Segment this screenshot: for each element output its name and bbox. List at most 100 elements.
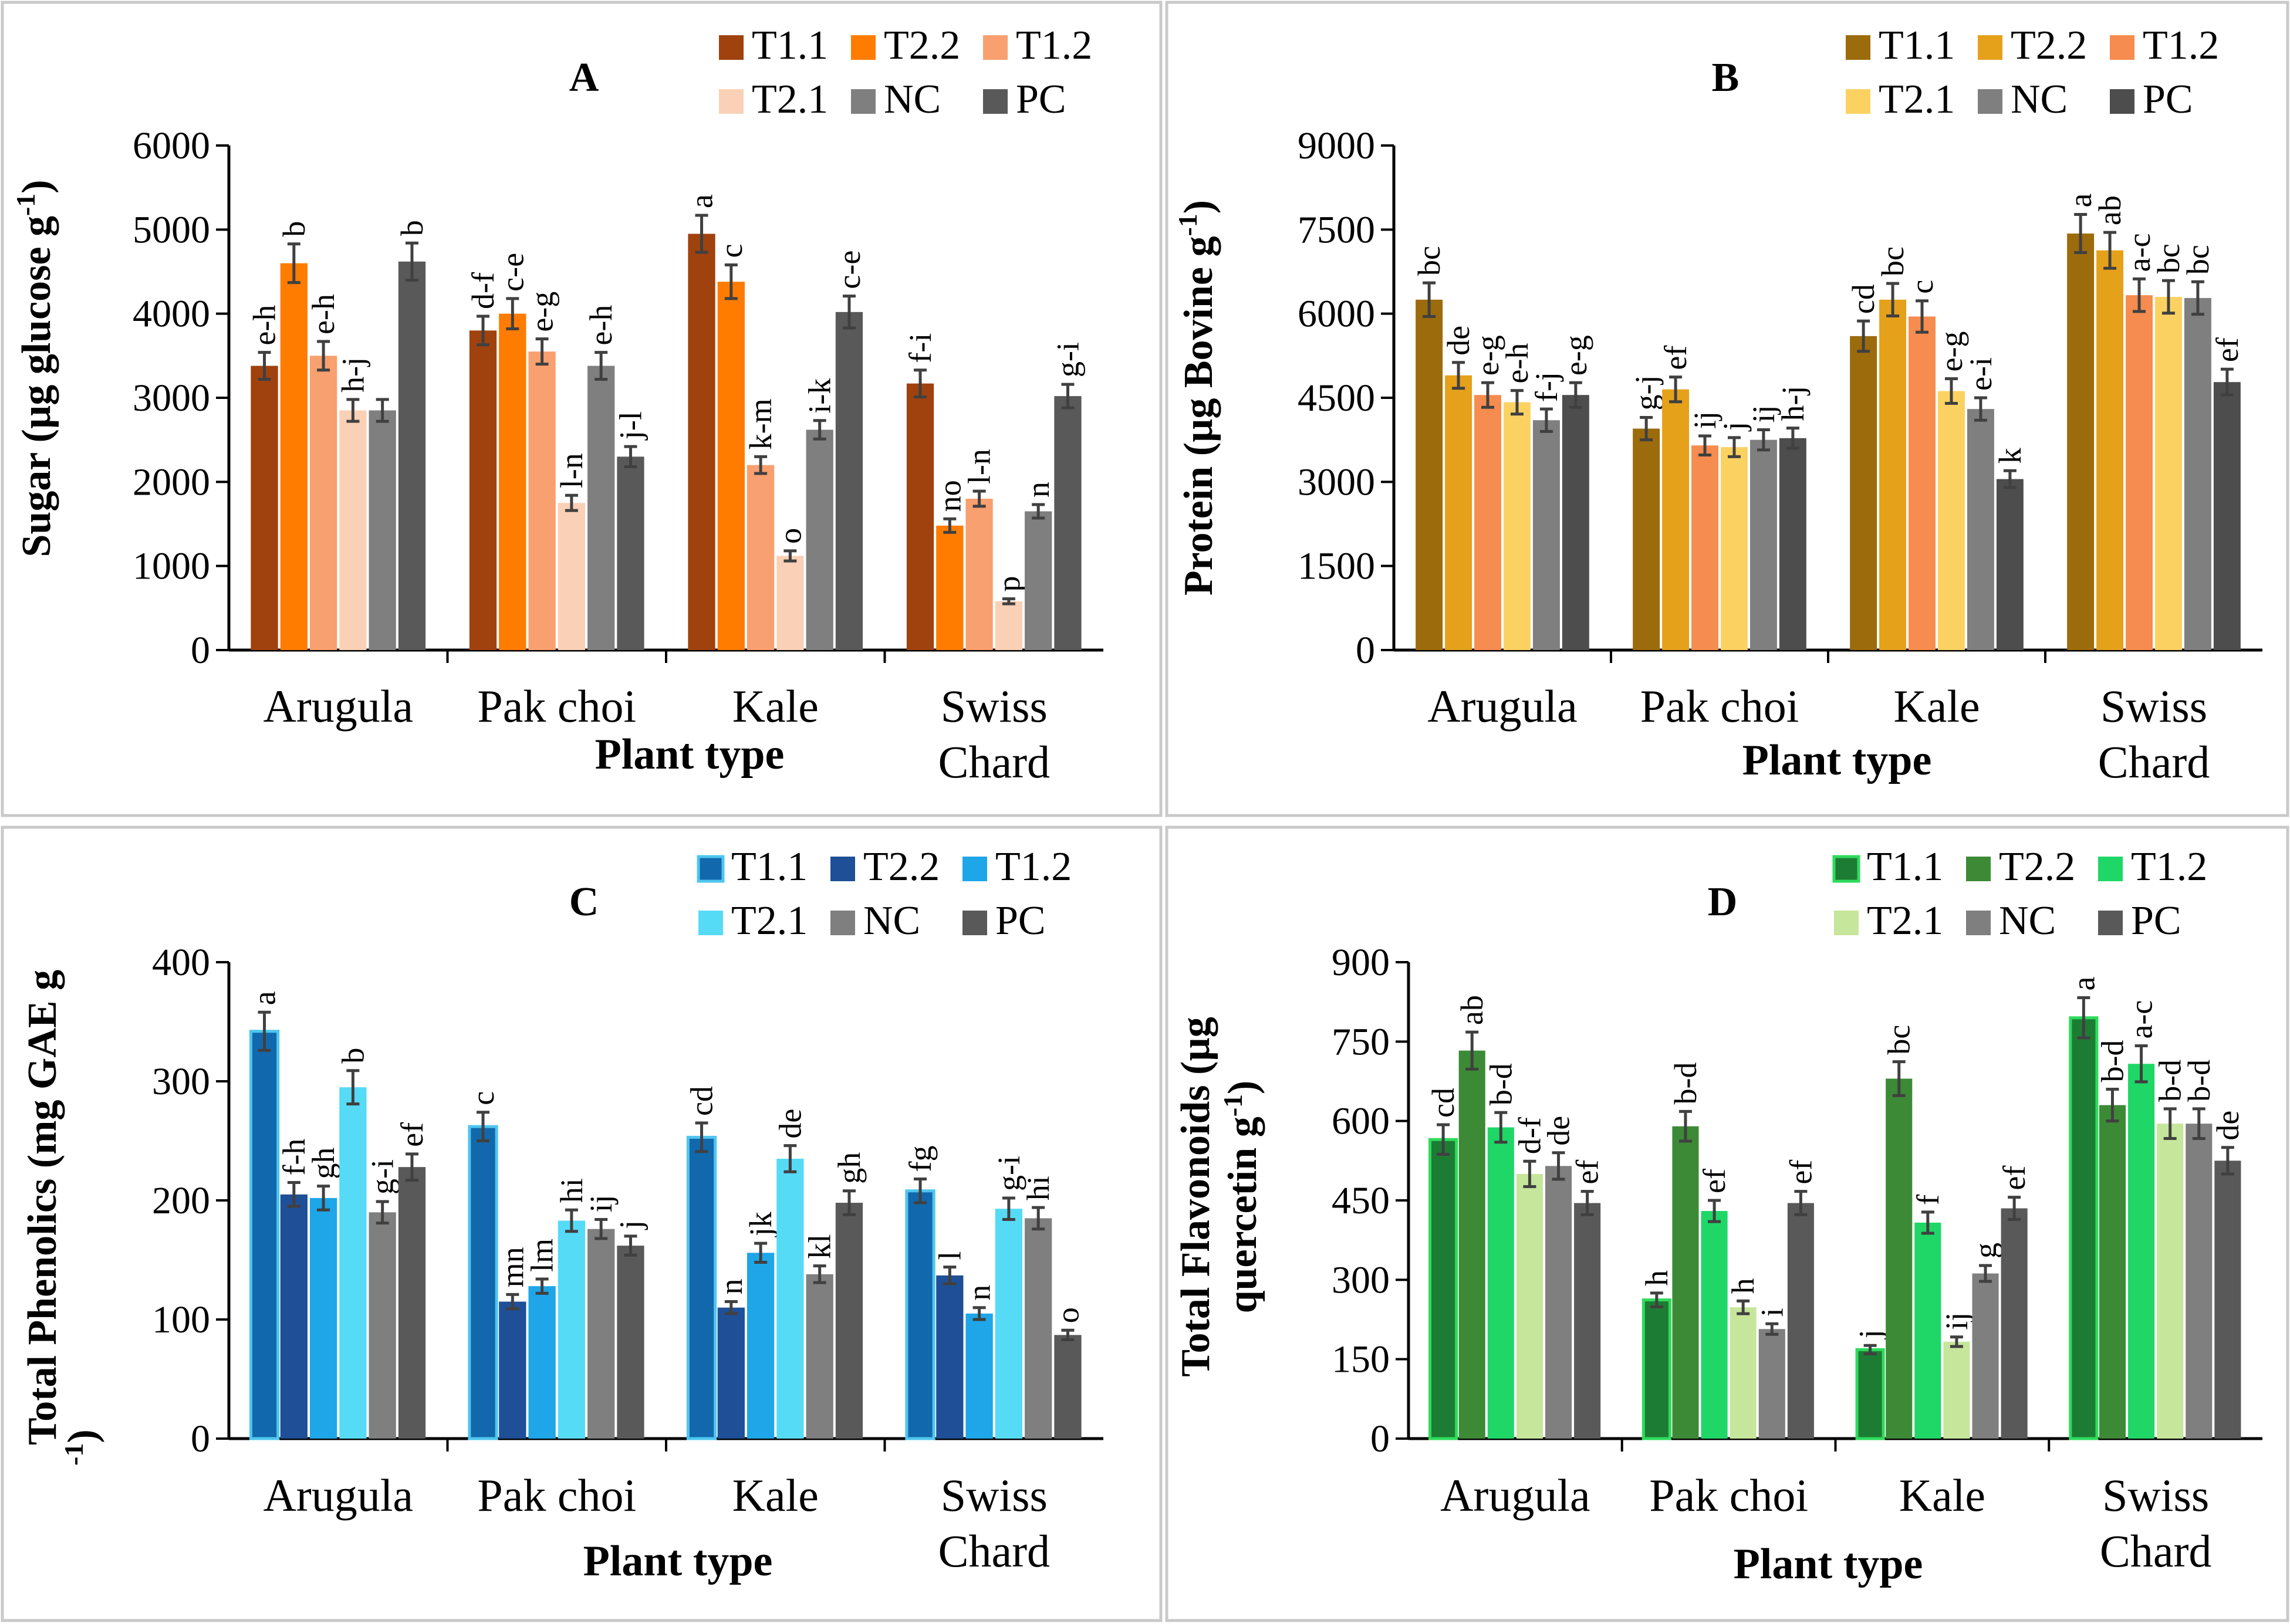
bar-t1-1-arugula: [249, 1030, 280, 1440]
significance-label: g-i: [365, 1159, 400, 1195]
significance-label: n: [1021, 482, 1056, 498]
legend-swatch: [2098, 911, 2123, 935]
legend-swatch: [1834, 911, 1859, 935]
bar-t2-1-pak-choi: [1721, 447, 1748, 650]
y-tick-label: 400: [152, 941, 210, 984]
x-category-label: Swiss: [941, 1470, 1048, 1521]
significance-label: ef: [394, 1122, 430, 1147]
significance-label: ij: [1939, 1312, 1974, 1330]
bar-t1-1-swiss-chard: [906, 383, 934, 650]
significance-label: c-e: [832, 251, 867, 289]
significance-label: g-j: [1629, 375, 1664, 410]
legend-swatch: [1966, 911, 1991, 935]
y-tick-label: 0: [191, 629, 210, 672]
significance-label: bc: [2180, 245, 2215, 275]
bar-nc-swiss-chard: [2186, 1124, 2213, 1439]
legend-label: NC: [2011, 77, 2068, 122]
legend-label: T1.1: [752, 23, 828, 68]
significance-label: a-c: [2124, 1000, 2159, 1039]
y-tick-label: 7500: [1298, 208, 1375, 251]
y-tick-label: 0: [1356, 629, 1375, 672]
y-tick-label: 150: [1332, 1338, 1390, 1381]
x-axis-title: Plant type: [1734, 1540, 1923, 1588]
x-category-label: Arugula: [263, 1470, 413, 1521]
legend-label: T2.2: [863, 844, 940, 889]
bar-nc-pak-choi: [1758, 1329, 1785, 1439]
bar-t1-1-swiss-chard: [2067, 234, 2095, 650]
chart-panel-a: 0 1000 2000 3000 4000 5000 6000 Arugula Pak choi…: [1, 1, 1163, 817]
bar-t1-2-swiss-chard: [965, 1313, 993, 1439]
x-category-label: Kale: [1893, 681, 1980, 732]
significance-label: d-f: [1512, 1117, 1547, 1154]
significance-label: h: [1639, 1270, 1674, 1286]
bar-t1-2-pak-choi: [528, 351, 556, 650]
significance-label: g-i: [1050, 342, 1085, 377]
significance-label: b: [394, 220, 430, 236]
panel-letter: A: [569, 55, 599, 100]
bar-t2-2-swiss-chard: [936, 1275, 964, 1439]
y-tick-label: 750: [1332, 1020, 1390, 1063]
bar-t2-1-swiss-chard: [995, 1209, 1023, 1439]
significance-label: fg: [903, 1145, 938, 1172]
significance-label: bc: [2151, 243, 2186, 273]
significance-label: ef: [2210, 337, 2245, 362]
bar-pc-pak-choi: [617, 456, 644, 650]
legend-swatch: [1978, 89, 2002, 114]
bar-pc-swiss-chard: [1054, 1335, 1082, 1439]
x-category-label: Arugula: [263, 681, 413, 732]
chart-panel-c: 0 100 200 300 400 Arugula Pak choi Kale SwissCha…: [1, 825, 1163, 1622]
y-tick-label: 0: [1370, 1417, 1390, 1460]
legend: T1.1 T2.2 T1.2 T2.1 NC PC: [697, 844, 1072, 943]
bar-nc-kale: [1967, 409, 1994, 650]
significance-label: g-i: [991, 1156, 1026, 1191]
bar-t1-2-kale: [747, 465, 775, 650]
legend-label: NC: [884, 77, 941, 122]
legend-label: T1.2: [2131, 844, 2207, 889]
bar-t1-2-swiss-chard: [2128, 1064, 2155, 1439]
x-category-label: Chard: [2098, 736, 2210, 787]
bar-t2-2-pak-choi: [499, 313, 526, 650]
y-axis-title-line: -1): [59, 1429, 105, 1466]
significance-label: k: [1992, 448, 2028, 463]
x-category-label: Kale: [732, 1470, 819, 1521]
significance-label: a: [2066, 976, 2101, 990]
legend-swatch: [719, 35, 744, 60]
legend: T1.1 T2.2 T1.2 T2.1 NC PC: [1846, 23, 2219, 122]
significance-label: gh: [306, 1148, 341, 1179]
bar-t2-1-kale: [1943, 1341, 1970, 1439]
significance-label: de: [2210, 1111, 2245, 1141]
bar-nc-arugula: [369, 1212, 396, 1439]
y-tick-label: 300: [152, 1060, 210, 1103]
legend-swatch: [719, 89, 744, 114]
legend-label: T1.2: [995, 844, 1072, 889]
significance-label: ef: [1697, 1169, 1732, 1193]
bar-pc-arugula: [398, 261, 426, 650]
significance-label: ij: [1687, 411, 1722, 429]
significance-label: b-d: [2181, 1060, 2217, 1102]
bar-t2-2-kale: [717, 282, 745, 650]
bar-t1-2-pak-choi: [1701, 1211, 1728, 1439]
y-tick-label: 1500: [1298, 545, 1375, 588]
significance-label: lm: [525, 1239, 560, 1272]
y-tick-label: 600: [1332, 1100, 1390, 1143]
legend-swatch: [851, 35, 876, 60]
significance-label: bc: [1882, 1025, 1917, 1055]
x-category-label: Arugula: [1440, 1470, 1590, 1521]
significance-label: cd: [1426, 1088, 1461, 1118]
x-category-label: Pak choi: [477, 681, 636, 732]
bar-t2-2-kale: [1886, 1078, 1913, 1439]
significance-label: ab: [2092, 195, 2127, 225]
legend-swatch: [851, 89, 876, 114]
bar-t2-2-kale: [717, 1307, 745, 1439]
significance-label: c: [714, 244, 749, 258]
significance-label: a-c: [2122, 234, 2157, 272]
significance-label: n: [714, 1279, 749, 1295]
y-axis-title: Protein (µg Bovine g-1): [1173, 200, 1221, 596]
bar-t2-1-swiss-chard: [2155, 297, 2182, 650]
significance-label: d-f: [465, 272, 501, 309]
significance-label: f-i: [903, 333, 938, 363]
bar-pc-kale: [835, 312, 863, 650]
significance-label: a: [684, 194, 720, 208]
legend-label: T1.2: [1016, 23, 1092, 68]
legend-label: PC: [1016, 77, 1066, 122]
